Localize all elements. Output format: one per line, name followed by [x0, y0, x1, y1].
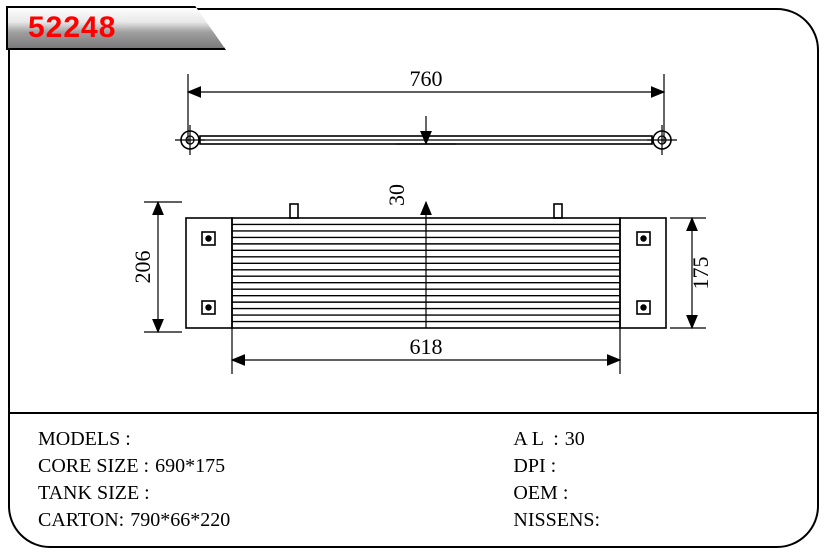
al-value: 30: [565, 426, 585, 453]
svg-text:175: 175: [688, 257, 713, 290]
svg-text:760: 760: [410, 66, 443, 91]
svg-text:618: 618: [410, 334, 443, 359]
svg-text:206: 206: [130, 251, 155, 284]
oem-label: OEM :: [513, 480, 568, 507]
core-size-label: CORE SIZE :: [38, 453, 149, 480]
technical-drawing: 760 30 618 206 175: [10, 10, 817, 416]
core-size-value: 690*175: [155, 453, 225, 480]
al-label: A L :: [513, 426, 558, 453]
models-label: MODELS :: [38, 426, 131, 453]
svg-text:30: 30: [384, 184, 409, 206]
carton-value: 790*66*220: [130, 507, 230, 534]
spec-panel: MODELS : CORE SIZE : 690*175 TANK SIZE :…: [10, 412, 817, 546]
carton-label: CARTON:: [38, 507, 124, 534]
drawing-svg: 760 30 618 206 175: [10, 10, 821, 416]
dpi-label: DPI :: [513, 453, 556, 480]
tank-size-label: TANK SIZE :: [38, 480, 150, 507]
nissens-label: NISSENS:: [513, 507, 600, 534]
